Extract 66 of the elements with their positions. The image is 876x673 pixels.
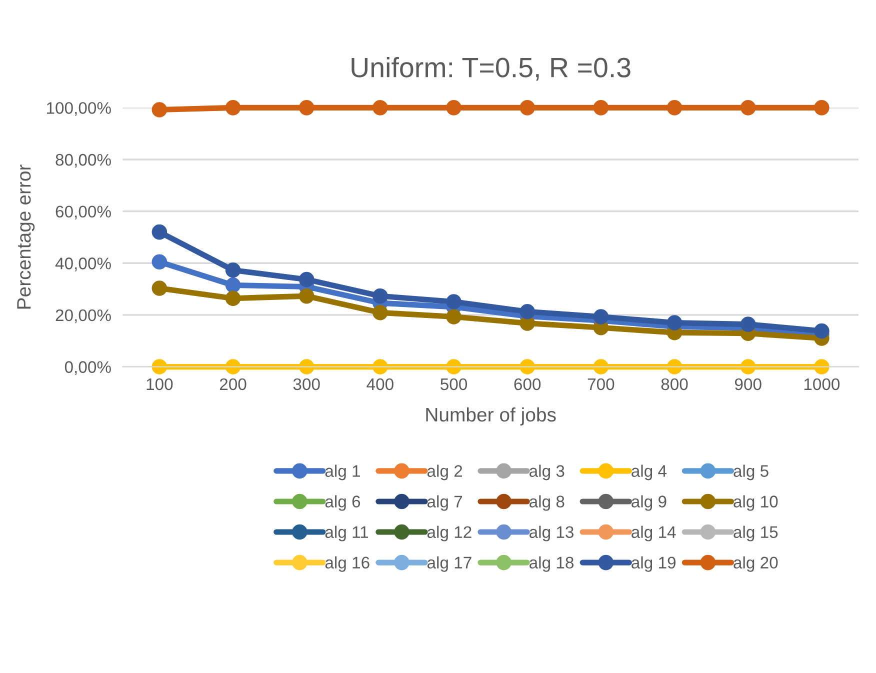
point bbox=[298, 288, 314, 304]
legend-label: alg 16 bbox=[325, 556, 370, 572]
point bbox=[666, 315, 682, 330]
legend-label: alg 19 bbox=[632, 556, 676, 572]
legend-label: alg 7 bbox=[427, 495, 462, 511]
point bbox=[593, 100, 609, 116]
point bbox=[520, 100, 535, 116]
point bbox=[225, 278, 241, 293]
x-tick-label: 700 bbox=[588, 378, 614, 390]
point bbox=[225, 290, 241, 306]
point bbox=[593, 309, 609, 324]
x-tick-label: 100 bbox=[146, 378, 173, 390]
legend-label: alg 3 bbox=[530, 464, 564, 480]
point bbox=[372, 100, 388, 116]
x-axis-title: Number of jobs bbox=[426, 407, 556, 426]
legend-label: alg 15 bbox=[734, 526, 778, 542]
point bbox=[814, 323, 830, 339]
x-tick-label: 600 bbox=[514, 378, 541, 390]
point bbox=[152, 102, 168, 118]
legend-label: alg 4 bbox=[632, 464, 667, 480]
legend-label: alg 14 bbox=[632, 526, 676, 542]
x-tick-label: 200 bbox=[220, 378, 246, 390]
point bbox=[152, 280, 168, 296]
legend-label: alg 18 bbox=[530, 556, 574, 572]
point bbox=[740, 316, 756, 332]
legend-label: alg 9 bbox=[632, 495, 666, 511]
point bbox=[152, 224, 168, 240]
point bbox=[446, 309, 462, 324]
y-tick-label: 80,00% bbox=[56, 154, 111, 168]
y-tick-label: 40,00% bbox=[55, 258, 111, 272]
point bbox=[666, 100, 682, 116]
legend-label: alg 5 bbox=[734, 464, 768, 480]
point bbox=[814, 100, 830, 116]
legend-label: alg 8 bbox=[530, 495, 564, 511]
point bbox=[446, 294, 462, 310]
point bbox=[225, 100, 241, 116]
x-tick-label: 400 bbox=[366, 378, 394, 390]
point bbox=[298, 272, 314, 288]
x-tick-label: 900 bbox=[734, 378, 762, 390]
point bbox=[372, 304, 388, 320]
x-tick-label: 500 bbox=[440, 378, 468, 390]
legend-label: alg 2 bbox=[427, 464, 462, 480]
point bbox=[446, 100, 462, 116]
point bbox=[372, 288, 388, 304]
y-tick-label: 100,00% bbox=[47, 102, 111, 116]
y-axis-title: Percentage error bbox=[17, 164, 35, 309]
point bbox=[740, 100, 756, 116]
legend-label: alg 17 bbox=[427, 556, 472, 572]
point bbox=[225, 262, 241, 278]
point bbox=[298, 100, 314, 116]
x-tick-label: 300 bbox=[293, 378, 320, 390]
y-tick-label: 20,00% bbox=[56, 309, 111, 324]
point bbox=[152, 254, 168, 270]
legend-label: alg 20 bbox=[734, 556, 778, 572]
chart-title: Uniform: T=0.5, R =0.3 bbox=[352, 56, 630, 81]
legend-label: alg 11 bbox=[325, 526, 368, 542]
legend-label: alg 1 bbox=[325, 464, 360, 480]
y-tick-label: 60,00% bbox=[56, 206, 111, 220]
x-tick-label: 1000 bbox=[804, 378, 840, 390]
legend-label: alg 12 bbox=[427, 526, 472, 542]
x-tick-label: 800 bbox=[661, 378, 688, 390]
point bbox=[520, 304, 535, 320]
legend-label: alg 6 bbox=[325, 495, 360, 511]
legend-label: alg 10 bbox=[734, 495, 778, 511]
y-tick-label: 0,00% bbox=[64, 361, 111, 375]
legend-label: alg 13 bbox=[530, 526, 574, 542]
